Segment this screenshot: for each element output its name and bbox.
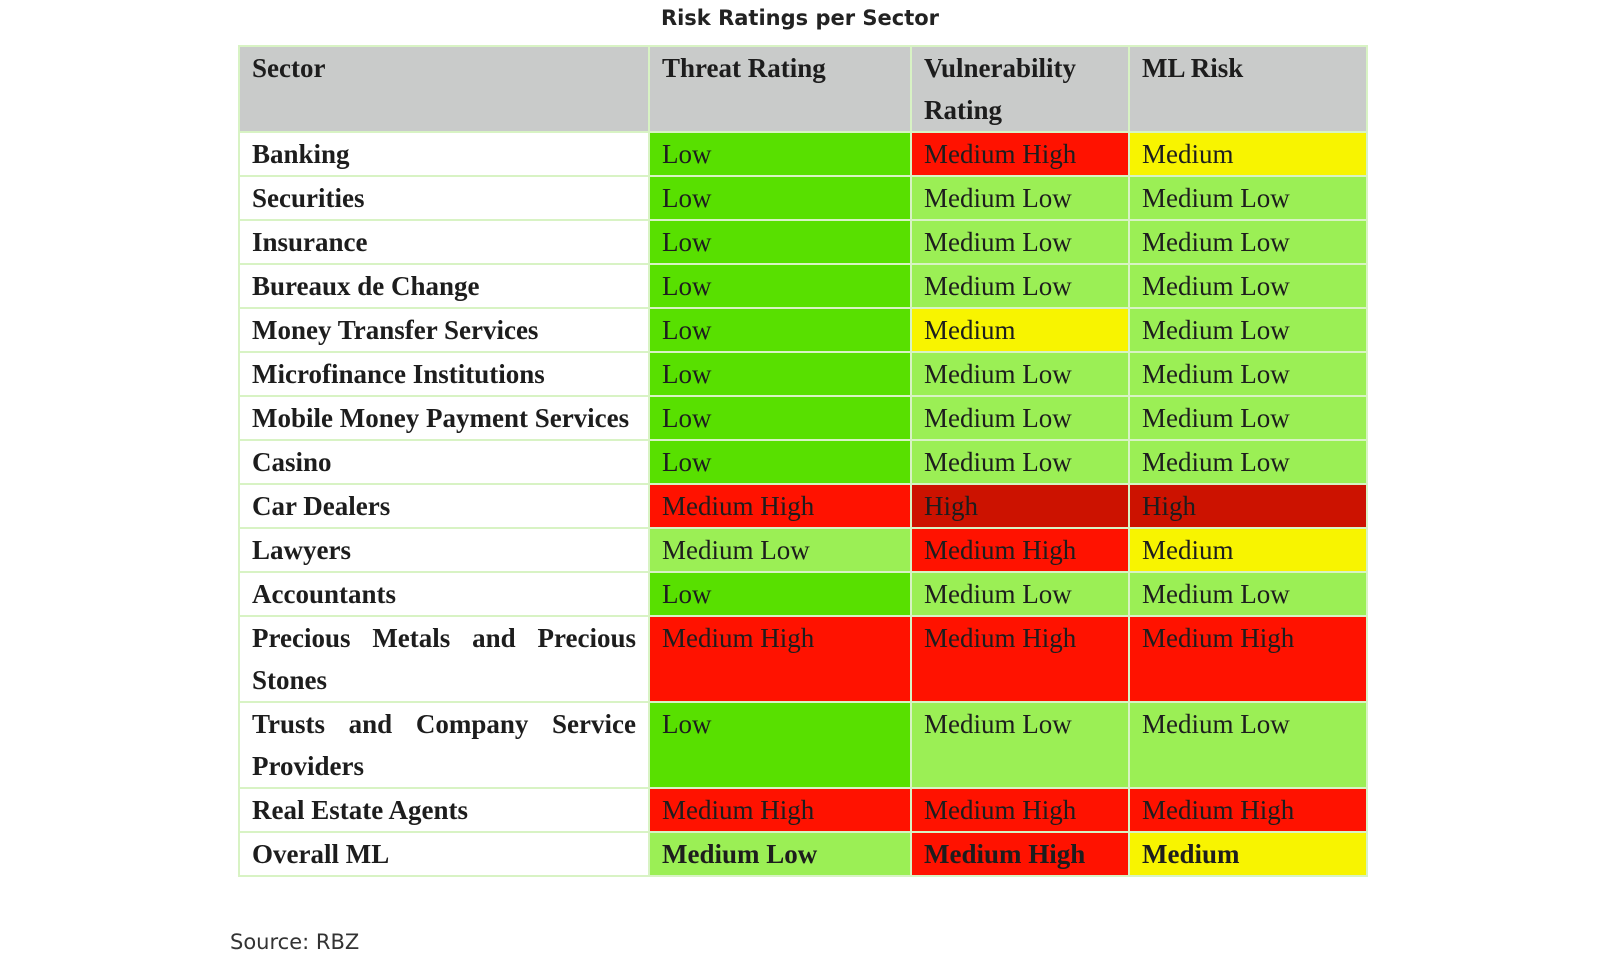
rating-cell: Medium Low xyxy=(910,395,1130,441)
sector-cell: Bureaux de Change xyxy=(238,263,650,309)
sector-cell: Microfinance Institutions xyxy=(238,351,650,397)
source-note: Source: RBZ xyxy=(230,930,360,954)
table-title: Risk Ratings per Sector xyxy=(660,6,940,30)
header-row: Sector Threat Rating Vulnerability Rating M… xyxy=(238,45,1368,133)
rating-cell: Medium High xyxy=(648,615,912,703)
rating-cell: High xyxy=(910,483,1130,529)
sector-cell: Car Dealers xyxy=(238,483,650,529)
table-body: Banking Low Medium High Medium Securities Low… xyxy=(238,131,1368,877)
rating-cell: Medium Low xyxy=(910,571,1130,617)
sector-cell: Securities xyxy=(238,175,650,221)
rating-cell: Medium High xyxy=(648,787,912,833)
rating-cell: Low xyxy=(648,131,912,177)
sector-cell: Precious Metals and Precious Stones xyxy=(238,615,650,703)
table-row: Insurance Low Medium Low Medium Low xyxy=(238,219,1368,265)
rating-cell: Medium Low xyxy=(910,701,1130,789)
sector-cell: Lawyers xyxy=(238,527,650,573)
sector-cell: Insurance xyxy=(238,219,650,265)
rating-cell: Medium Low xyxy=(910,175,1130,221)
rating-cell: Medium Low xyxy=(1128,307,1368,353)
rating-cell: Medium Low xyxy=(648,527,912,573)
rating-cell: Medium High xyxy=(910,131,1130,177)
column-header: Vulnerability Rating xyxy=(910,45,1130,133)
table-row: Precious Metals and Precious Stones Mediu… xyxy=(238,615,1368,703)
rating-cell: Medium Low xyxy=(910,219,1130,265)
rating-cell: Low xyxy=(648,701,912,789)
table-row: Bureaux de Change Low Medium Low Medium Low xyxy=(238,263,1368,309)
rating-cell: Medium Low xyxy=(1128,701,1368,789)
rating-cell: Medium Low xyxy=(1128,351,1368,397)
risk-table: Sector Threat Rating Vulnerability Rating M… xyxy=(238,45,1368,877)
rating-cell: Medium High xyxy=(1128,615,1368,703)
rating-cell: Medium High xyxy=(1128,787,1368,833)
rating-cell: Medium Low xyxy=(1128,175,1368,221)
rating-cell: Low xyxy=(648,395,912,441)
rating-cell: Low xyxy=(648,571,912,617)
column-header: Threat Rating xyxy=(648,45,912,133)
rating-cell: Medium High xyxy=(910,787,1130,833)
rating-cell: Medium Low xyxy=(1128,395,1368,441)
rating-cell: Medium High xyxy=(910,527,1130,573)
rating-cell: Low xyxy=(648,351,912,397)
rating-cell: Medium High xyxy=(910,831,1130,877)
sector-cell: Money Transfer Services xyxy=(238,307,650,353)
rating-cell: Medium Low xyxy=(1128,439,1368,485)
table-row: Overall ML Medium Low Medium High Medium xyxy=(238,831,1368,877)
table-row: Mobile Money Payment Services Low Medium L… xyxy=(238,395,1368,441)
rating-cell: Medium Low xyxy=(1128,571,1368,617)
sector-cell: Banking xyxy=(238,131,650,177)
sector-cell: Trusts and Company Service Providers xyxy=(238,701,650,789)
sector-cell: Real Estate Agents xyxy=(238,787,650,833)
sector-cell: Mobile Money Payment Services xyxy=(238,395,650,441)
table-row: Trusts and Company Service Providers Low M… xyxy=(238,701,1368,789)
rating-cell: Medium Low xyxy=(648,831,912,877)
table-row: Microfinance Institutions Low Medium Low Me… xyxy=(238,351,1368,397)
column-header: Sector xyxy=(238,45,650,133)
table-row: Securities Low Medium Low Medium Low xyxy=(238,175,1368,221)
rating-cell: Low xyxy=(648,175,912,221)
rating-cell: Medium Low xyxy=(1128,263,1368,309)
rating-cell: Medium High xyxy=(910,615,1130,703)
sector-cell: Casino xyxy=(238,439,650,485)
table-row: Lawyers Medium Low Medium High Medium xyxy=(238,527,1368,573)
sector-cell: Overall ML xyxy=(238,831,650,877)
rating-cell: Low xyxy=(648,263,912,309)
rating-cell: Low xyxy=(648,307,912,353)
rating-cell: High xyxy=(1128,483,1368,529)
table-row: Car Dealers Medium High High High xyxy=(238,483,1368,529)
table-row: Banking Low Medium High Medium xyxy=(238,131,1368,177)
rating-cell: Low xyxy=(648,439,912,485)
rating-cell: Medium Low xyxy=(910,351,1130,397)
rating-cell: Medium High xyxy=(648,483,912,529)
rating-cell: Medium Low xyxy=(910,439,1130,485)
rating-cell: Medium Low xyxy=(910,263,1130,309)
rating-cell: Medium xyxy=(910,307,1130,353)
column-header: ML Risk xyxy=(1128,45,1368,133)
rating-cell: Medium xyxy=(1128,131,1368,177)
table-row: Money Transfer Services Low Medium Medium L… xyxy=(238,307,1368,353)
rating-cell: Medium xyxy=(1128,527,1368,573)
rating-cell: Low xyxy=(648,219,912,265)
rating-cell: Medium xyxy=(1128,831,1368,877)
table-row: Real Estate Agents Medium High Medium High… xyxy=(238,787,1368,833)
sector-cell: Accountants xyxy=(238,571,650,617)
table-row: Accountants Low Medium Low Medium Low xyxy=(238,571,1368,617)
rating-cell: Medium Low xyxy=(1128,219,1368,265)
table-row: Casino Low Medium Low Medium Low xyxy=(238,439,1368,485)
